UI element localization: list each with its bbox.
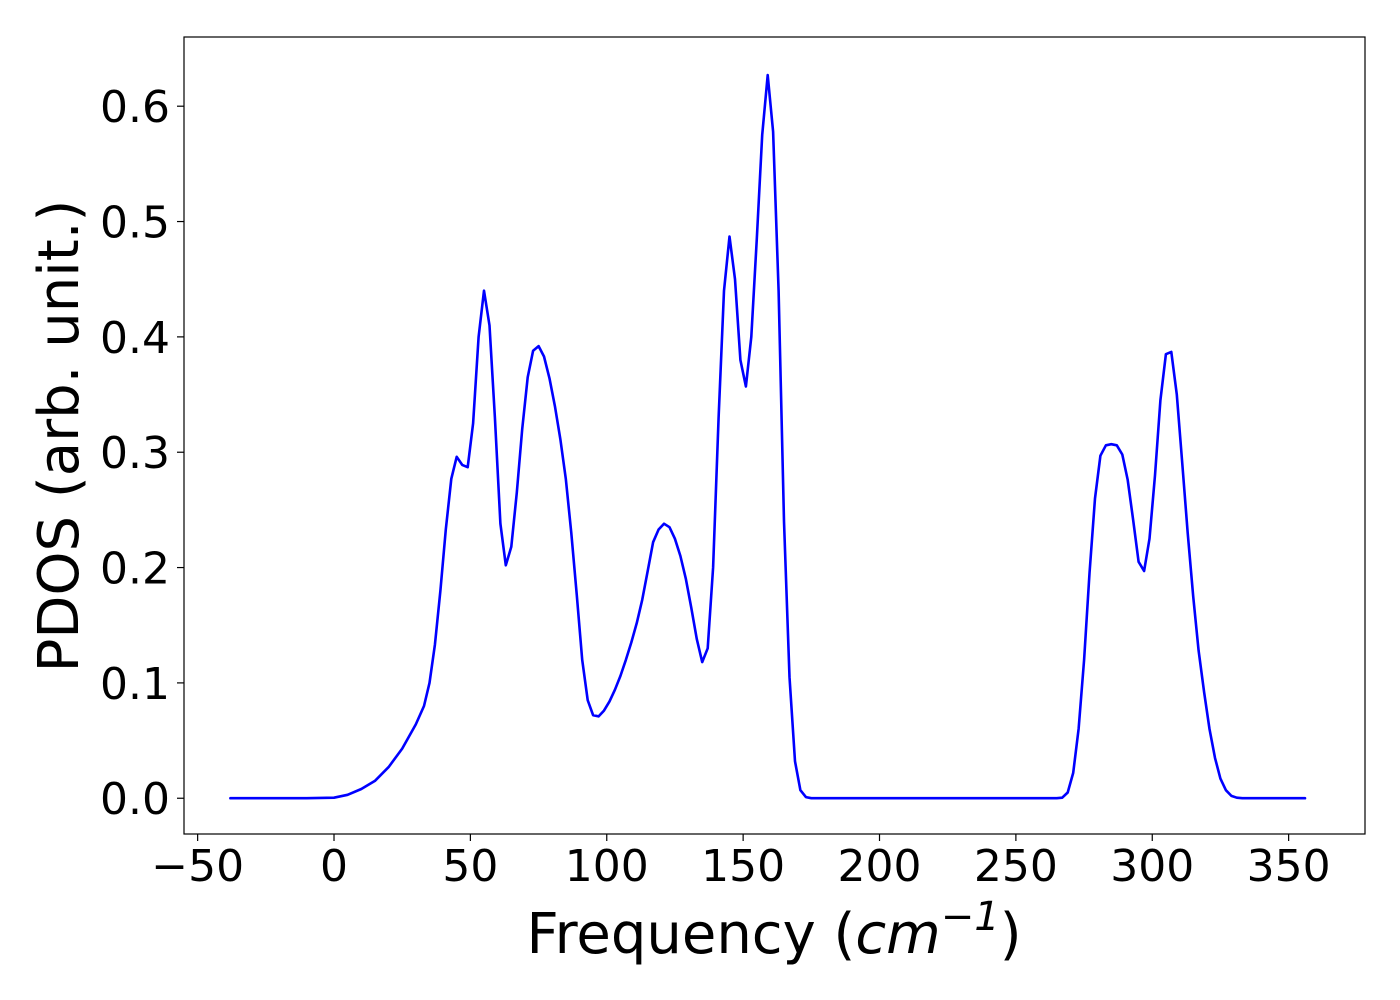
x-axis-label-suffix: ) (1000, 902, 1022, 967)
x-axis-label-prefix: Frequency ( (526, 902, 855, 967)
series-layer (229, 73, 1307, 800)
y-tick-label: 0.5 (100, 198, 170, 249)
x-tick-label: 250 (974, 841, 1058, 892)
x-axis-label-exponent: −1 (941, 894, 1000, 940)
y-tick-label: 0.3 (100, 428, 170, 479)
y-tick-label: 0.0 (100, 774, 170, 825)
x-tick-label: 50 (442, 841, 498, 892)
pdos-series-line (229, 73, 1307, 800)
x-axis-label-unit: cm (855, 902, 940, 967)
plot-area-frame (183, 36, 1366, 835)
x-tick-label: 100 (565, 841, 649, 892)
x-tick-label: 300 (1110, 841, 1194, 892)
y-tick-label: 0.6 (100, 82, 170, 133)
y-tick-label: 0.4 (100, 313, 170, 364)
x-tick-label: 200 (838, 841, 922, 892)
x-tick-label: 350 (1247, 841, 1331, 892)
y-axis-ticks: 0.0 0.1 0.2 0.3 0.4 0.5 0.6 (100, 82, 184, 825)
x-tick-label: 0 (320, 841, 348, 892)
x-tick-label: −50 (151, 841, 244, 892)
y-axis-label: PDOS (arb. unit.) (27, 200, 92, 673)
x-tick-label: 150 (701, 841, 785, 892)
y-tick-label: 0.2 (100, 544, 170, 595)
y-tick-label: 0.1 (100, 659, 170, 710)
x-axis-label: Frequency (cm−1) (526, 894, 1021, 967)
x-axis-ticks: −50 0 50 100 150 200 250 300 350 (151, 834, 1331, 892)
